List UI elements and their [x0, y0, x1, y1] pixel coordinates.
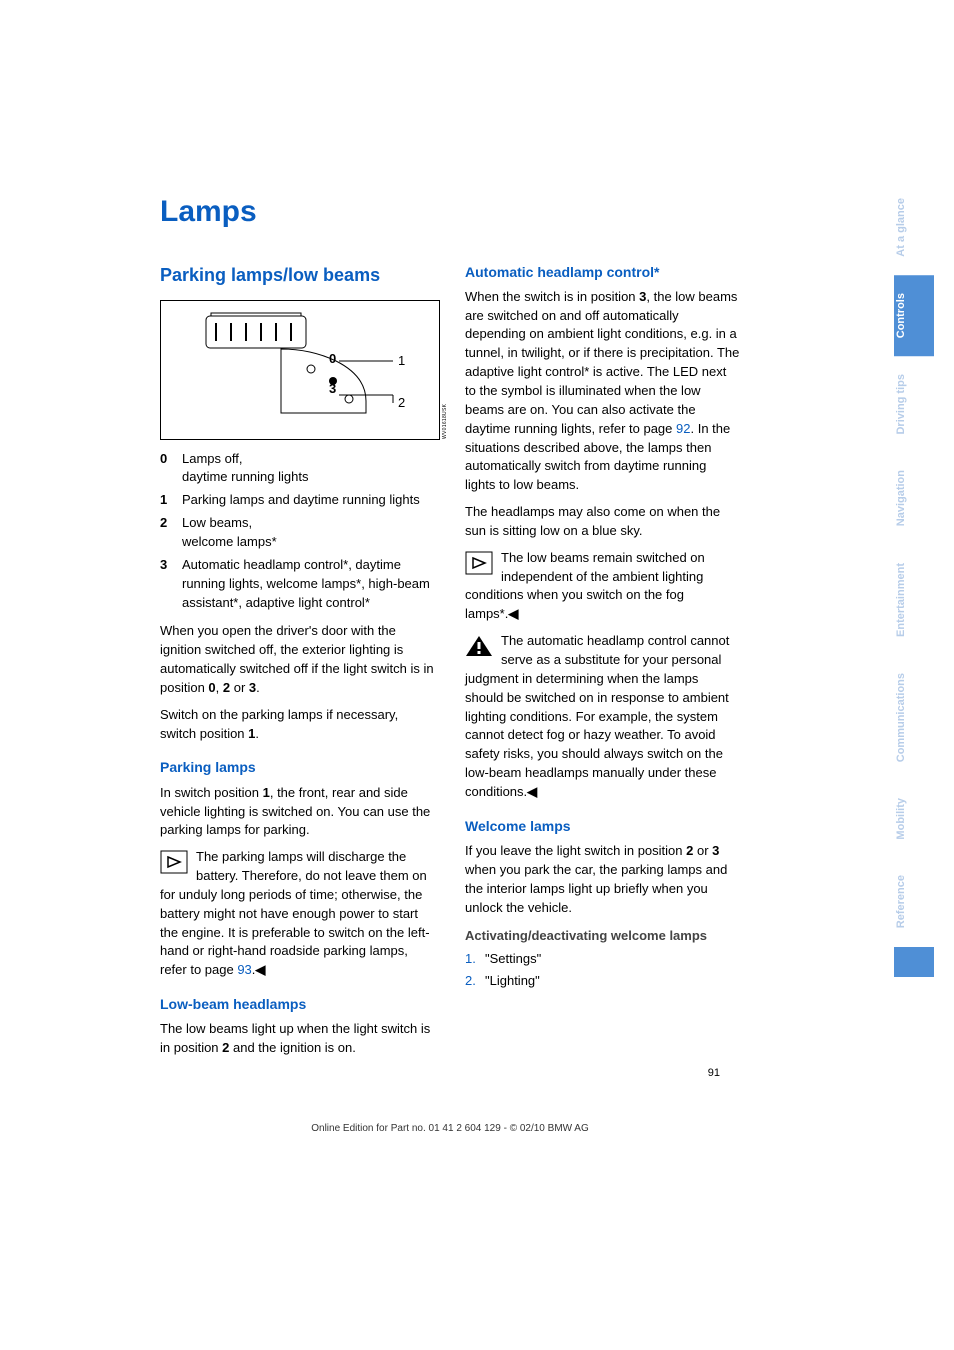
section-parking-lamps-low-beams: Parking lamps/low beams — [160, 262, 435, 288]
body-text: When you open the driver's door with the… — [160, 622, 435, 697]
step-number: 2. — [465, 972, 485, 991]
legend-num: 0 — [160, 450, 182, 488]
steps-list: 1."Settings" 2."Lighting" — [465, 950, 740, 991]
note-block: The parking lamps will discharge the bat… — [160, 848, 435, 980]
body-text: In switch position 1, the front, rear an… — [160, 784, 435, 841]
legend-num: 3 — [160, 556, 182, 613]
page-link-92[interactable]: 92 — [676, 421, 690, 436]
step-number: 1. — [465, 950, 485, 969]
end-mark-icon: ◀ — [527, 784, 537, 799]
list-item: 2."Lighting" — [465, 972, 740, 991]
page-link-93[interactable]: 93 — [237, 962, 251, 977]
end-mark-icon: ◀ — [255, 962, 265, 977]
body-text: The low beams light up when the light sw… — [160, 1020, 435, 1058]
note-arrow-icon — [465, 551, 493, 575]
page-number: 91 — [160, 1066, 740, 1082]
svg-text:2: 2 — [398, 395, 405, 410]
light-switch-diagram: 0 1 3 2 WV01618USK — [160, 300, 440, 440]
heading-parking-lamps: Parking lamps — [160, 757, 435, 777]
legend-text: Automatic headlamp control*, daytime run… — [182, 556, 435, 613]
page-body: Lamps Parking lamps/low beams — [0, 0, 800, 1187]
legend-num: 1 — [160, 491, 182, 510]
heading-low-beam: Low-beam headlamps — [160, 994, 435, 1014]
tab-communications[interactable]: Communications — [894, 655, 934, 780]
tab-driving-tips[interactable]: Driving tips — [894, 356, 934, 453]
step-text: "Settings" — [485, 950, 541, 969]
legend-text: Lamps off, daytime running lights — [182, 450, 308, 488]
svg-text:0: 0 — [329, 351, 336, 366]
left-column: Parking lamps/low beams — [160, 262, 435, 1067]
tab-at-a-glance[interactable]: At a glance — [894, 180, 934, 275]
note-block: The low beams remain switched on indepen… — [465, 549, 740, 624]
heading-auto-headlamp: Automatic headlamp control* — [465, 262, 740, 282]
body-text: The headlamps may also come on when the … — [465, 503, 740, 541]
legend-row: 0 Lamps off, daytime running lights — [160, 450, 435, 488]
legend-num: 2 — [160, 514, 182, 552]
heading-activating-welcome: Activating/deactivating welcome lamps — [465, 927, 740, 946]
right-column: Automatic headlamp control* When the swi… — [465, 262, 740, 1067]
step-text: "Lighting" — [485, 972, 540, 991]
heading-welcome-lamps: Welcome lamps — [465, 816, 740, 836]
body-text: If you leave the light switch in positio… — [465, 842, 740, 917]
legend-row: 3 Automatic headlamp control*, daytime r… — [160, 556, 435, 613]
legend-text: Low beams, welcome lamps* — [182, 514, 277, 552]
light-switch-svg: 0 1 3 2 — [161, 301, 441, 441]
warning-block: The automatic headlamp control cannot se… — [465, 632, 740, 802]
legend-row: 2 Low beams, welcome lamps* — [160, 514, 435, 552]
diagram-legend: 0 Lamps off, daytime running lights 1 Pa… — [160, 450, 435, 613]
note-arrow-icon — [160, 850, 188, 874]
chapter-title: Lamps — [160, 190, 740, 234]
svg-text:3: 3 — [329, 381, 336, 396]
warning-triangle-icon — [465, 634, 493, 658]
tab-entertainment[interactable]: Entertainment — [894, 545, 934, 655]
list-item: 1."Settings" — [465, 950, 740, 969]
tab-current-marker — [894, 947, 934, 977]
footer-text: Online Edition for Part no. 01 41 2 604 … — [160, 1122, 740, 1137]
diagram-code: WV01618USK — [442, 301, 449, 439]
legend-row: 1 Parking lamps and daytime running ligh… — [160, 491, 435, 510]
body-text: When the switch is in position 3, the lo… — [465, 288, 740, 495]
tab-controls[interactable]: Controls — [894, 275, 934, 356]
tab-mobility[interactable]: Mobility — [894, 780, 934, 858]
tab-navigation[interactable]: Navigation — [894, 452, 934, 544]
body-text: Switch on the parking lamps if necessary… — [160, 706, 435, 744]
side-tabs: At a glance Controls Driving tips Naviga… — [894, 180, 954, 977]
svg-text:1: 1 — [398, 353, 405, 368]
legend-text: Parking lamps and daytime running lights — [182, 491, 420, 510]
tab-reference[interactable]: Reference — [894, 857, 934, 946]
end-mark-icon: ◀ — [508, 606, 518, 621]
